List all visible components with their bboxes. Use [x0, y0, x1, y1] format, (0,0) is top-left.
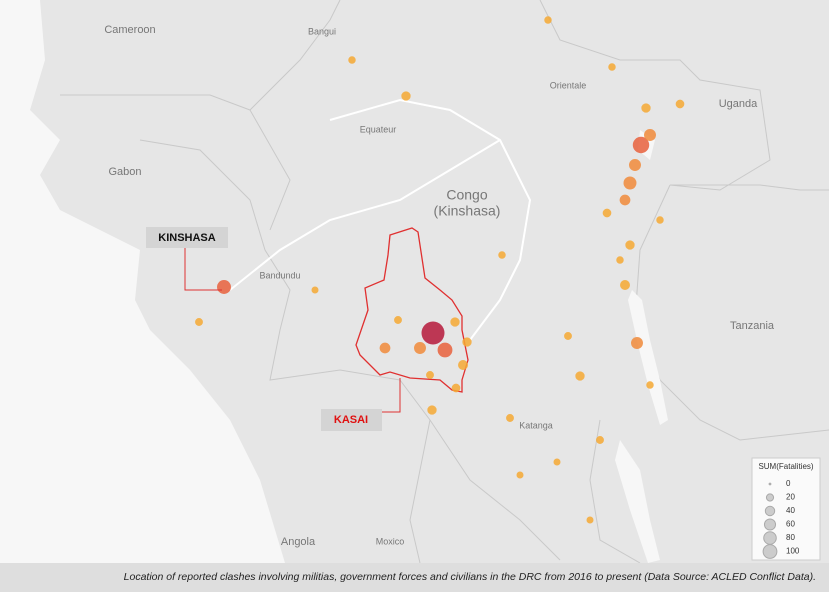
- callout-line: [382, 378, 401, 413]
- event-bubble: [427, 405, 437, 415]
- legend-swatch: [763, 531, 777, 545]
- event-bubble: [564, 332, 572, 340]
- event-bubble: [596, 436, 604, 444]
- legend-label: 20: [786, 493, 795, 502]
- callout-label: KINSHASA: [158, 232, 216, 244]
- legend-label: 80: [786, 533, 795, 542]
- event-bubble: [426, 371, 434, 379]
- legend-label: 40: [786, 506, 795, 515]
- event-bubble: [602, 208, 612, 218]
- place-label: Equateur: [360, 124, 397, 134]
- place-label: Bandundu: [259, 270, 300, 280]
- place-label: Tanzania: [730, 320, 775, 332]
- kasai-outline: [355, 227, 469, 393]
- event-bubble: [311, 286, 319, 294]
- callout-line: [184, 248, 222, 291]
- place-label: (Kinshasa): [434, 203, 501, 219]
- event-bubble: [631, 337, 643, 349]
- event-bubble: [656, 216, 664, 224]
- event-bubble: [646, 381, 654, 389]
- legend-swatch: [762, 544, 778, 559]
- legend-label: 0: [786, 479, 791, 488]
- event-bubble: [675, 99, 685, 109]
- event-bubble: [641, 103, 651, 113]
- event-bubble: [616, 256, 624, 264]
- caption-bar: [0, 563, 829, 592]
- event-bubble: [394, 316, 402, 324]
- event-bubble: [348, 56, 356, 64]
- place-label: Moxico: [376, 536, 405, 546]
- place-label: Katanga: [519, 420, 553, 430]
- place-label: Cameroon: [104, 24, 155, 36]
- rivers: [229, 98, 532, 341]
- callout-label: KASAI: [334, 414, 368, 426]
- callout-box: [321, 409, 382, 431]
- legend-swatch: [763, 518, 777, 531]
- event-bubble: [620, 280, 630, 290]
- event-bubble: [575, 371, 585, 381]
- event-bubble: [629, 159, 641, 171]
- event-bubble: [450, 317, 460, 327]
- event-bubble: [451, 383, 461, 393]
- legend-label: 100: [786, 547, 800, 556]
- event-bubble: [644, 129, 656, 141]
- ocean: [0, 0, 285, 563]
- event-bubble: [632, 136, 650, 154]
- event-bubble: [498, 251, 506, 259]
- event-bubble: [608, 63, 616, 71]
- legend-swatch: [764, 505, 776, 517]
- event-bubble: [421, 321, 445, 345]
- event-bubble: [195, 318, 203, 326]
- borders: [60, 0, 829, 564]
- event-bubble: [458, 360, 468, 370]
- place-label: Orientale: [550, 80, 587, 90]
- place-label: Bangui: [308, 26, 336, 36]
- event-bubble: [544, 16, 552, 24]
- place-label: Uganda: [719, 98, 758, 110]
- event-bubble: [379, 342, 391, 354]
- event-bubble: [625, 240, 635, 250]
- legend: [751, 457, 821, 561]
- place-label: Gabon: [108, 166, 141, 178]
- callout-box: [146, 227, 228, 248]
- event-bubble: [217, 280, 231, 294]
- event-bubble: [401, 91, 411, 101]
- legend-title: SUM(Fatalities): [758, 462, 813, 471]
- event-bubble: [437, 342, 453, 358]
- event-bubble: [462, 337, 472, 347]
- event-bubble: [586, 516, 594, 524]
- lake: [628, 290, 668, 425]
- legend-label: 60: [786, 520, 795, 529]
- place-label: Angola: [281, 536, 316, 548]
- event-bubble: [553, 458, 561, 466]
- event-bubble: [414, 342, 426, 354]
- lake: [615, 440, 660, 563]
- legend-swatch: [765, 493, 775, 502]
- place-label: Congo: [446, 187, 487, 203]
- legend-swatch: [768, 482, 772, 486]
- event-bubble: [623, 176, 637, 190]
- event-bubble: [516, 471, 524, 479]
- event-bubble: [619, 194, 631, 206]
- caption: Location of reported clashes involving m…: [124, 571, 816, 583]
- event-bubble: [506, 414, 514, 422]
